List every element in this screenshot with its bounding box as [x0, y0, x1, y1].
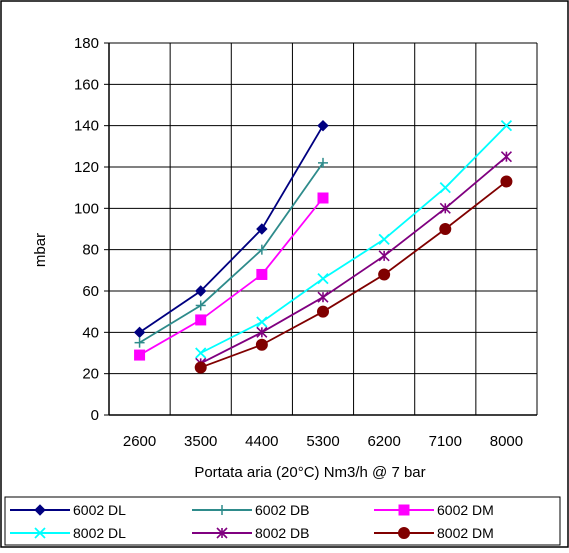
series-group: [133, 119, 513, 374]
y-tick-label: 100: [74, 200, 99, 217]
data-point: [317, 305, 329, 318]
x-tick-label: 7100: [429, 433, 462, 450]
data-point: [133, 326, 146, 339]
legend-item: 6002 DB: [192, 502, 309, 518]
y-axis-title: mbar: [32, 233, 49, 267]
legend-item: 8002 DB: [192, 525, 309, 541]
x-tick-label: 5300: [306, 433, 339, 450]
legend-label: 6002 DL: [73, 502, 126, 518]
legend-box: [4, 496, 561, 546]
data-point: [500, 175, 513, 188]
series-line: [200, 125, 508, 354]
y-tick-label: 160: [74, 76, 99, 93]
legend-item: 8002 DM: [374, 525, 494, 541]
series-line: [139, 125, 324, 334]
y-tick-label: 0: [91, 407, 99, 424]
legend-marker: [398, 527, 410, 539]
data-point: [195, 300, 206, 311]
y-tick-label: 20: [82, 366, 99, 383]
legend-item: 6002 DM: [374, 502, 494, 518]
series-line: [200, 180, 507, 369]
legend-item: 6002 DL: [10, 502, 126, 518]
data-point: [318, 157, 328, 168]
data-point: [134, 337, 145, 348]
x-tick-label: 3500: [184, 433, 217, 450]
data-point: [195, 314, 207, 326]
data-point: [378, 268, 391, 281]
legend-label: 8002 DB: [255, 525, 309, 541]
data-point: [500, 151, 512, 163]
data-point: [317, 192, 329, 204]
data-point: [439, 202, 451, 214]
series-6002-dm: [134, 192, 329, 361]
y-tick-label: 80: [82, 242, 99, 259]
y-tick-label: 140: [74, 118, 99, 135]
x-tick-label: 4400: [245, 433, 278, 450]
y-tick-label: 120: [74, 159, 99, 176]
data-point: [317, 291, 329, 303]
y-tick-label: 40: [82, 324, 99, 341]
data-point: [500, 120, 513, 132]
legend-marker: [34, 504, 46, 516]
data-point: [317, 272, 329, 285]
legend-marker: [398, 504, 410, 516]
data-point: [317, 119, 329, 132]
series-line: [200, 155, 508, 365]
legend-label: 8002 DL: [73, 525, 126, 541]
legend-label: 8002 DM: [437, 525, 494, 541]
x-tick-label: 8000: [490, 433, 523, 450]
data-point: [256, 223, 268, 235]
x-tick-label: 2600: [123, 433, 156, 450]
legend-label: 6002 DB: [255, 502, 309, 518]
data-point: [378, 233, 390, 245]
series-line: [139, 197, 324, 356]
data-point: [134, 349, 146, 361]
series-6002-dl: [133, 119, 329, 339]
data-point: [439, 223, 452, 235]
axes: 0 20 40 60 80 100 120 140 160 180 2600 3500 4400 5300…: [74, 35, 537, 450]
data-point: [256, 244, 267, 255]
x-axis-title: Portata aria (20°C) Nm3/h @ 7 bar: [194, 464, 425, 481]
data-point: [256, 268, 268, 280]
data-point: [256, 326, 268, 338]
x-tick-label: 6200: [367, 433, 400, 450]
data-point: [378, 250, 390, 262]
data-point: [255, 338, 268, 351]
legend-marker: [217, 505, 227, 515]
legend-marker: [216, 527, 228, 539]
legend-label: 6002 DM: [437, 502, 494, 518]
series-6002-db: [134, 157, 328, 348]
series-8002-dl: [195, 120, 513, 359]
data-point: [256, 316, 268, 328]
data-point: [194, 361, 207, 374]
data-point: [195, 347, 207, 359]
data-point: [439, 182, 451, 194]
y-tick-label: 60: [82, 283, 99, 300]
legend: 6002 DL 6002 DB 6002 DM 8002 DL 8002 DB 8002 …: [4, 496, 561, 546]
y-tick-label: 180: [74, 35, 99, 52]
data-point: [195, 285, 207, 297]
legend-marker: [34, 527, 46, 539]
legend-item: 8002 DL: [10, 525, 126, 541]
series-line: [139, 162, 324, 344]
series-8002-dm: [194, 175, 513, 374]
